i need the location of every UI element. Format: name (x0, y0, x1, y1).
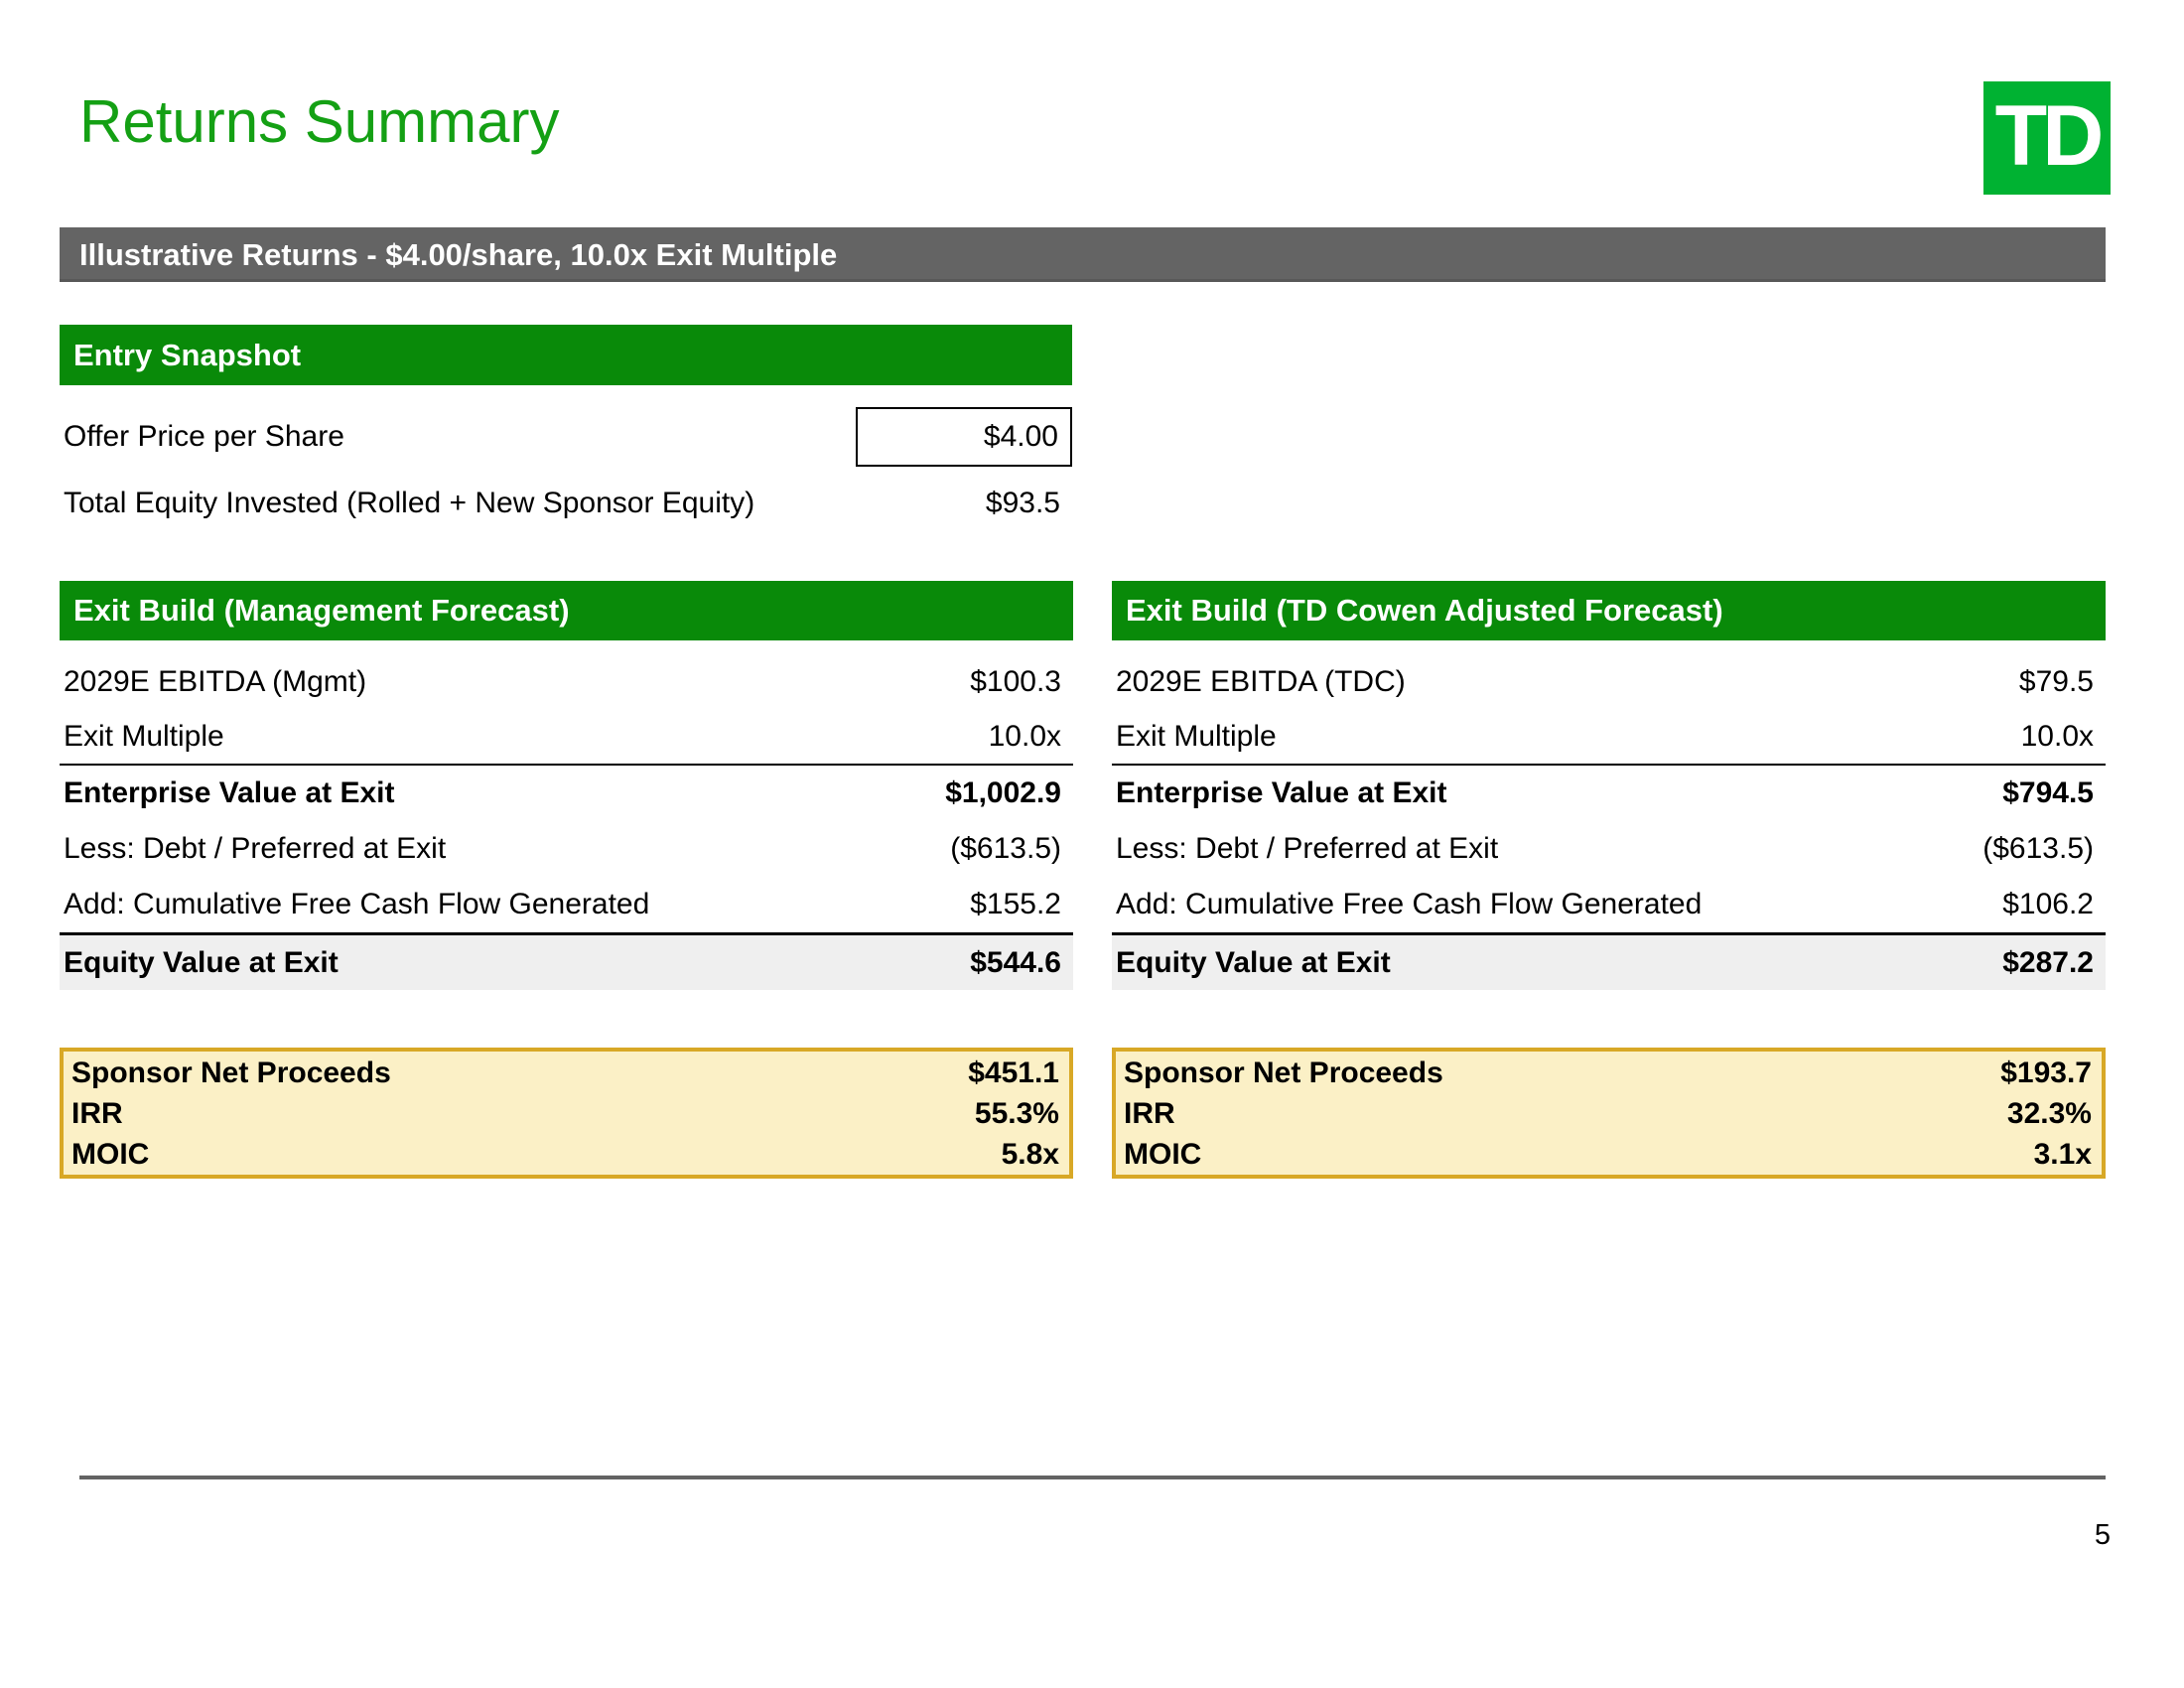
summary-row: MOIC 3.1x (1116, 1134, 2102, 1175)
row-value: $155.2 (970, 888, 1061, 920)
row-value: 10.0x (988, 720, 1061, 753)
section-banner: Illustrative Returns - $4.00/share, 10.0… (60, 227, 2106, 282)
row-value: 32.3% (2006, 1096, 2092, 1130)
row-label: IRR (71, 1096, 123, 1130)
row-value: $100.3 (970, 665, 1061, 698)
row-value: $794.5 (2002, 776, 2094, 809)
page-number: 5 (2094, 1519, 2111, 1551)
table-row: 2029E EBITDA (Mgmt) $100.3 (60, 654, 1073, 710)
table-row: Equity Value at Exit $287.2 (1112, 932, 2106, 990)
row-value: $287.2 (2002, 945, 2094, 979)
table-row: Equity Value at Exit $544.6 (60, 932, 1073, 990)
summary-row: IRR 32.3% (1116, 1093, 2102, 1134)
table-row: Exit Multiple 10.0x (60, 710, 1073, 766)
row-label: Add: Cumulative Free Cash Flow Generated (1116, 888, 1703, 920)
row-value: $1,002.9 (945, 776, 1061, 809)
table-row: Exit Multiple 10.0x (1112, 710, 2106, 766)
table-row: Offer Price per Share $4.00 (60, 407, 1072, 467)
table-row: Enterprise Value at Exit $1,002.9 (60, 766, 1073, 821)
row-value: $93.5 (985, 487, 1060, 519)
row-label: Equity Value at Exit (1116, 945, 1391, 979)
returns-summary-box-tdcowen: Sponsor Net Proceeds $193.7 IRR 32.3% MO… (1112, 1048, 2106, 1179)
table-row: Total Equity Invested (Rolled + New Spon… (60, 480, 1072, 527)
exit-build-management-header: Exit Build (Management Forecast) (60, 581, 1073, 640)
row-label: Total Equity Invested (Rolled + New Spon… (64, 487, 755, 519)
row-label: Enterprise Value at Exit (64, 776, 395, 809)
row-value: ($613.5) (1982, 832, 2094, 865)
summary-row: Sponsor Net Proceeds $451.1 (64, 1053, 1069, 1093)
table-row: Less: Debt / Preferred at Exit ($613.5) (60, 821, 1073, 877)
returns-summary-box-management: Sponsor Net Proceeds $451.1 IRR 55.3% MO… (60, 1048, 1073, 1179)
row-value: $106.2 (2002, 888, 2094, 920)
row-label: MOIC (71, 1137, 150, 1171)
row-label: Offer Price per Share (64, 420, 344, 453)
table-row: Less: Debt / Preferred at Exit ($613.5) (1112, 821, 2106, 877)
table-row: Enterprise Value at Exit $794.5 (1112, 766, 2106, 821)
exit-build-tdcowen-section: Exit Build (TD Cowen Adjusted Forecast) … (1112, 581, 2106, 990)
table-row: Add: Cumulative Free Cash Flow Generated… (60, 877, 1073, 932)
row-value: $193.7 (2000, 1055, 2092, 1089)
row-label: 2029E EBITDA (Mgmt) (64, 665, 367, 698)
td-logo: TD (1983, 81, 2111, 195)
row-label: Less: Debt / Preferred at Exit (1116, 832, 1499, 865)
row-label: Add: Cumulative Free Cash Flow Generated (64, 888, 650, 920)
page-title: Returns Summary (79, 88, 560, 155)
row-value: 55.3% (974, 1096, 1059, 1130)
row-label: Less: Debt / Preferred at Exit (64, 832, 447, 865)
summary-row: IRR 55.3% (64, 1093, 1069, 1134)
exit-build-tdcowen-header: Exit Build (TD Cowen Adjusted Forecast) (1112, 581, 2106, 640)
row-label: Exit Multiple (64, 720, 224, 753)
exit-build-management-rows: 2029E EBITDA (Mgmt) $100.3 Exit Multiple… (60, 654, 1073, 990)
exit-build-tdcowen-rows: 2029E EBITDA (TDC) $79.5 Exit Multiple 1… (1112, 654, 2106, 990)
summary-row: Sponsor Net Proceeds $193.7 (1116, 1053, 2102, 1093)
table-row: 2029E EBITDA (TDC) $79.5 (1112, 654, 2106, 710)
table-row: Add: Cumulative Free Cash Flow Generated… (1112, 877, 2106, 932)
row-label: Enterprise Value at Exit (1116, 776, 1447, 809)
row-label: Exit Multiple (1116, 720, 1277, 753)
row-value: 10.0x (2020, 720, 2094, 753)
entry-snapshot-header: Entry Snapshot (60, 325, 1072, 385)
row-label: Sponsor Net Proceeds (71, 1055, 391, 1089)
row-value: ($613.5) (950, 832, 1061, 865)
row-label: MOIC (1124, 1137, 1202, 1171)
row-label: Sponsor Net Proceeds (1124, 1055, 1443, 1089)
entry-snapshot-section: Entry Snapshot Offer Price per Share $4.… (60, 325, 1072, 574)
row-value: 3.1x (2033, 1137, 2092, 1171)
summary-row: MOIC 5.8x (64, 1134, 1069, 1175)
offer-price-value-box: $4.00 (856, 407, 1072, 467)
footer-divider (79, 1476, 2106, 1479)
row-label: Equity Value at Exit (64, 945, 339, 979)
row-label: IRR (1124, 1096, 1175, 1130)
row-value: 5.8x (1001, 1137, 1059, 1171)
row-value: $79.5 (2018, 665, 2094, 698)
row-label: 2029E EBITDA (TDC) (1116, 665, 1406, 698)
row-value: $451.1 (968, 1055, 1059, 1089)
entry-snapshot-rows: Offer Price per Share $4.00 Total Equity… (60, 385, 1072, 574)
exit-build-management-section: Exit Build (Management Forecast) 2029E E… (60, 581, 1073, 990)
td-logo-text: TD (1994, 87, 2105, 184)
row-value: $544.6 (970, 945, 1061, 979)
